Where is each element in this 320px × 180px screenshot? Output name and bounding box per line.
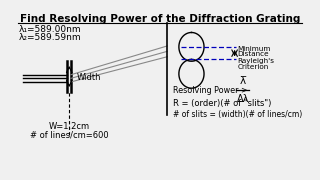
Text: # of lines/cm=600: # of lines/cm=600 (30, 130, 108, 140)
Text: Minimum: Minimum (237, 46, 271, 52)
Text: Rayleigh's: Rayleigh's (237, 58, 274, 64)
Text: Resolving Power >: Resolving Power > (172, 86, 250, 94)
Text: Width: Width (76, 73, 101, 82)
Text: Find Resolving Power of the Diffraction Grating: Find Resolving Power of the Diffraction … (20, 14, 300, 24)
Text: # of slits = (width)(# of lines/cm): # of slits = (width)(# of lines/cm) (172, 110, 302, 119)
Text: Distance: Distance (237, 51, 269, 57)
Text: Criterion: Criterion (237, 64, 268, 70)
Text: Δλ: Δλ (236, 94, 249, 105)
Text: W=1.2cm: W=1.2cm (49, 122, 90, 131)
Text: R = (order)(# of "slits"): R = (order)(# of "slits") (172, 99, 271, 108)
Text: λ̅: λ̅ (240, 75, 246, 86)
Text: λ₂=589.59nm: λ₂=589.59nm (19, 33, 82, 42)
Text: λ₁=589.00nm: λ₁=589.00nm (19, 25, 82, 34)
